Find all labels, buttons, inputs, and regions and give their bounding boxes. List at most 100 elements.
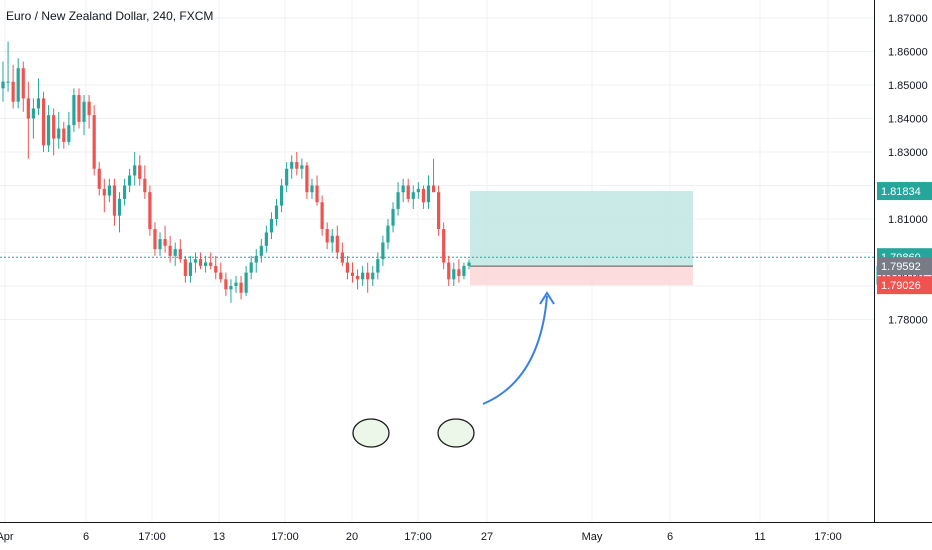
candle <box>11 64 15 109</box>
stop-price-tag-bg <box>877 276 932 295</box>
candle-body <box>437 192 441 230</box>
candle <box>462 262 466 280</box>
candle-body <box>173 249 177 256</box>
candle <box>1 61 5 102</box>
candle <box>102 178 106 213</box>
candle-body <box>36 98 41 109</box>
candle <box>437 185 441 236</box>
x-tick-label: 17:00 <box>404 531 432 543</box>
candle-body <box>411 192 415 199</box>
candle <box>396 182 400 216</box>
candle <box>467 259 471 270</box>
candle-body <box>229 286 233 290</box>
candle <box>320 195 324 236</box>
candle-body <box>168 245 172 256</box>
candle <box>183 255 187 283</box>
candle <box>92 105 96 176</box>
candle <box>401 178 405 203</box>
arrow-head-icon <box>539 291 555 305</box>
candle-body <box>117 198 122 216</box>
candle <box>249 255 253 280</box>
candle <box>133 152 137 186</box>
candle-body <box>1 81 5 89</box>
candle <box>290 155 294 179</box>
x-tick-label: 6 <box>667 531 673 543</box>
candle <box>21 61 25 112</box>
candle-body <box>279 185 284 206</box>
curved-arrow-icon <box>482 295 548 405</box>
time-axis[interactable]: Apr 6 17:00 13 17:00 20 17:00 27 May 6 11 17:00 <box>0 522 932 544</box>
candle-body <box>274 205 279 219</box>
candle <box>335 225 339 260</box>
candle <box>274 198 279 226</box>
candle <box>41 91 46 152</box>
candle <box>153 222 157 256</box>
candle-body <box>452 269 456 280</box>
y-tick-label: 1.86000 <box>888 47 928 59</box>
candle-body <box>254 255 258 263</box>
candle-body <box>31 108 35 119</box>
candle <box>82 95 86 136</box>
candle <box>366 262 370 293</box>
candle <box>254 249 258 273</box>
candle <box>300 158 304 179</box>
candle <box>447 255 451 286</box>
stop-price-tag: 1.79026 <box>877 276 932 295</box>
candle-body <box>340 252 344 263</box>
candle <box>305 162 309 199</box>
candle-body <box>62 128 66 142</box>
candle <box>269 212 274 240</box>
candle <box>219 262 223 283</box>
candle <box>406 178 410 203</box>
candle <box>325 222 329 250</box>
candle-body <box>290 162 294 169</box>
candle-body <box>416 188 420 193</box>
candle-body <box>264 232 268 246</box>
candle-body <box>300 165 304 169</box>
candle-body <box>158 239 162 250</box>
stop-price-tag-text: 1.79026 <box>881 280 921 292</box>
candle-body <box>26 98 30 119</box>
x-tick-label: 13 <box>213 531 225 543</box>
candle-body <box>315 185 319 203</box>
x-tick-label: Apr <box>0 531 14 543</box>
candle <box>168 235 172 263</box>
candle <box>112 178 117 226</box>
candle <box>330 229 334 253</box>
y-tick-label: 1.87000 <box>888 13 928 25</box>
candle-body <box>244 272 248 293</box>
candle-body <box>77 95 81 122</box>
candle-body <box>193 259 198 263</box>
x-tick-label: 20 <box>346 531 358 543</box>
candle <box>239 275 243 300</box>
candle <box>128 168 132 193</box>
candle <box>340 242 344 266</box>
candle <box>244 265 248 297</box>
candle <box>46 105 51 152</box>
candle <box>173 242 177 266</box>
candle-body <box>153 229 157 250</box>
candle <box>214 255 218 280</box>
x-tick-label: 11 <box>754 531 765 543</box>
x-tick-label: May <box>582 531 603 543</box>
candle-body <box>209 262 213 266</box>
candle <box>138 155 142 186</box>
candle <box>158 232 162 256</box>
candle <box>229 279 233 303</box>
target-price-tag-text: 1.81834 <box>881 186 921 198</box>
candle <box>26 81 30 159</box>
candle-body <box>143 178 147 193</box>
candle-body <box>219 272 223 280</box>
candle-body <box>457 269 461 276</box>
candle <box>52 108 56 156</box>
candle <box>386 219 390 250</box>
candle <box>457 259 461 283</box>
candle <box>295 152 299 176</box>
candle-body <box>204 262 208 266</box>
candle-body <box>112 185 117 216</box>
candle-body <box>361 272 365 280</box>
candle <box>411 185 415 209</box>
candle-body <box>462 265 466 276</box>
